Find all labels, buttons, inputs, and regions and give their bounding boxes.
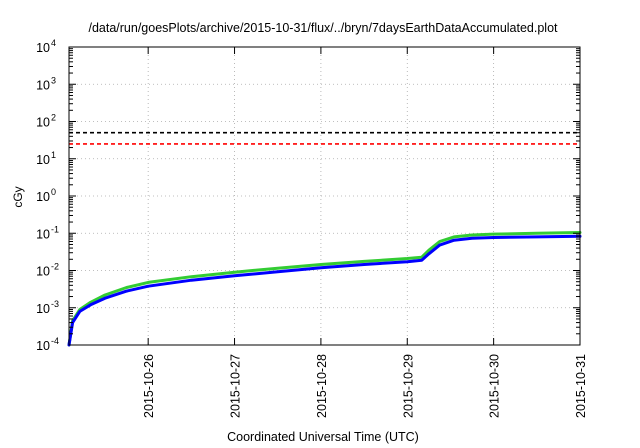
x-tick-label: 2015-10-27 [229,354,243,418]
x-axis-label: Coordinated Universal Time (UTC) [227,430,419,444]
y-tick-exponent: -1 [51,224,59,234]
y-tick-label: 10 [36,302,50,316]
y-tick-label: 10 [36,227,50,241]
data-series [67,231,582,347]
y-tick-exponent: 1 [51,150,56,160]
series-line [67,231,582,347]
x-tick-label: 2015-10-28 [315,354,329,418]
y-tick-label: 10 [36,190,50,204]
y-tick-label: 10 [36,153,50,167]
x-tick-labels: 2015-10-26 2015-10-27 2015-10-28 2015-10-29… [142,354,588,418]
chart-title: /data/run/goesPlots/archive/2015-10-31/f… [88,21,558,35]
x-tick-label: 2015-10-29 [401,354,415,418]
y-tick-label: 10 [36,41,50,55]
reference-lines [69,131,580,145]
y-tick-exponent: 2 [51,113,56,123]
y-tick-label: 10 [36,116,50,130]
x-tick-label: 2015-10-31 [574,354,588,418]
y-axis-label: cGy [11,186,25,207]
grid [69,47,580,345]
y-tick-exponent: 4 [51,38,56,48]
y-tick-exponent: -2 [51,262,59,272]
series-line [67,234,582,347]
y-tick-exponent: -3 [51,299,59,309]
y-tick-exponent: -4 [51,336,59,346]
axis-ticks [69,46,581,346]
y-tick-exponent: 3 [51,75,56,85]
y-tick-label: 10 [36,339,50,353]
y-tick-label: 10 [36,265,50,279]
x-tick-label: 2015-10-26 [142,354,156,418]
y-tick-label: 10 [36,78,50,92]
x-tick-label: 2015-10-30 [488,354,502,418]
y-tick-exponent: 0 [51,187,56,197]
